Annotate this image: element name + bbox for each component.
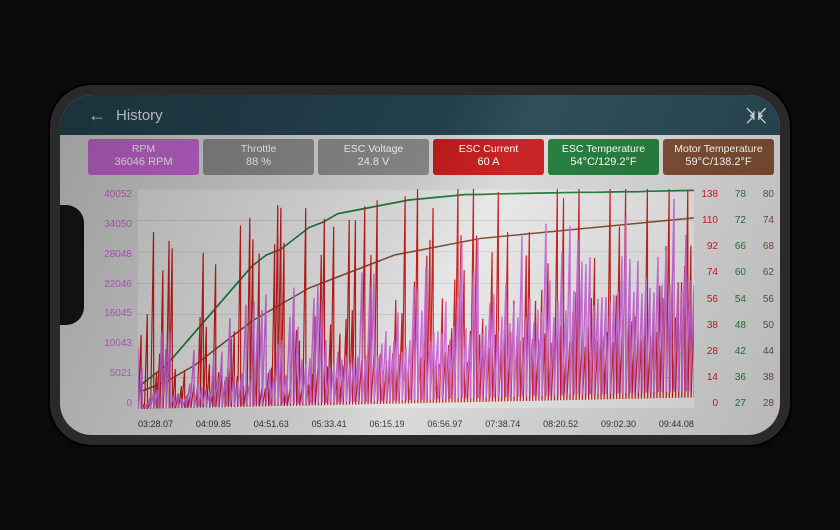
header-bar: ← History ↘ ↙ ↗ ↖ — [60, 95, 780, 135]
phone-frame: ← History ↘ ↙ ↗ ↖ RPM36046 RPMThrottle88… — [50, 85, 790, 445]
pill-title: RPM — [90, 143, 197, 156]
pill-title: ESC Voltage — [320, 143, 427, 156]
pill-title: Motor Temperature — [665, 143, 772, 156]
collapse-icon[interactable]: ↘ ↙ ↗ ↖ — [745, 107, 766, 123]
metric-pill-1[interactable]: Throttle88 % — [203, 139, 314, 175]
metric-pill-0[interactable]: RPM36046 RPM — [88, 139, 199, 175]
app-screen: ← History ↘ ↙ ↗ ↖ RPM36046 RPMThrottle88… — [60, 95, 780, 435]
pill-value: 59°C/138.2°F — [665, 156, 772, 170]
chart-area[interactable]: 40052340502804822046160451004350210 1387… — [60, 179, 780, 435]
pill-title: ESC Current — [435, 143, 542, 156]
metric-pill-2[interactable]: ESC Voltage24.8 V — [318, 139, 429, 175]
pill-value: 60 A — [435, 156, 542, 170]
pill-title: Throttle — [205, 143, 312, 156]
back-icon[interactable]: ← — [88, 106, 106, 124]
pill-value: 36046 RPM — [90, 156, 197, 170]
phone-notch — [58, 205, 84, 325]
metric-pill-3[interactable]: ESC Current60 A — [433, 139, 544, 175]
x-axis: 03:28.0704:09.8504:51.6305:33.4106:15.19… — [138, 419, 694, 429]
pill-value: 54°C/129.2°F — [550, 156, 657, 170]
pill-value: 88 % — [205, 156, 312, 170]
collapse-bot: ↗ ↖ — [745, 111, 766, 127]
y-axis-left: 40052340502804822046160451004350210 — [88, 189, 136, 409]
y-axis-right: 1387880110727492666874606256545638485028… — [696, 189, 774, 409]
metric-pill-4[interactable]: ESC Temperature54°C/129.2°F — [548, 139, 659, 175]
chart-plot — [138, 189, 694, 409]
metric-pill-5[interactable]: Motor Temperature59°C/138.2°F — [663, 139, 774, 175]
metric-pills-row: RPM36046 RPMThrottle88 %ESC Voltage24.8 … — [60, 135, 780, 179]
pill-title: ESC Temperature — [550, 143, 657, 156]
page-title: History — [116, 107, 735, 124]
pill-value: 24.8 V — [320, 156, 427, 170]
chart-svg — [138, 189, 694, 409]
